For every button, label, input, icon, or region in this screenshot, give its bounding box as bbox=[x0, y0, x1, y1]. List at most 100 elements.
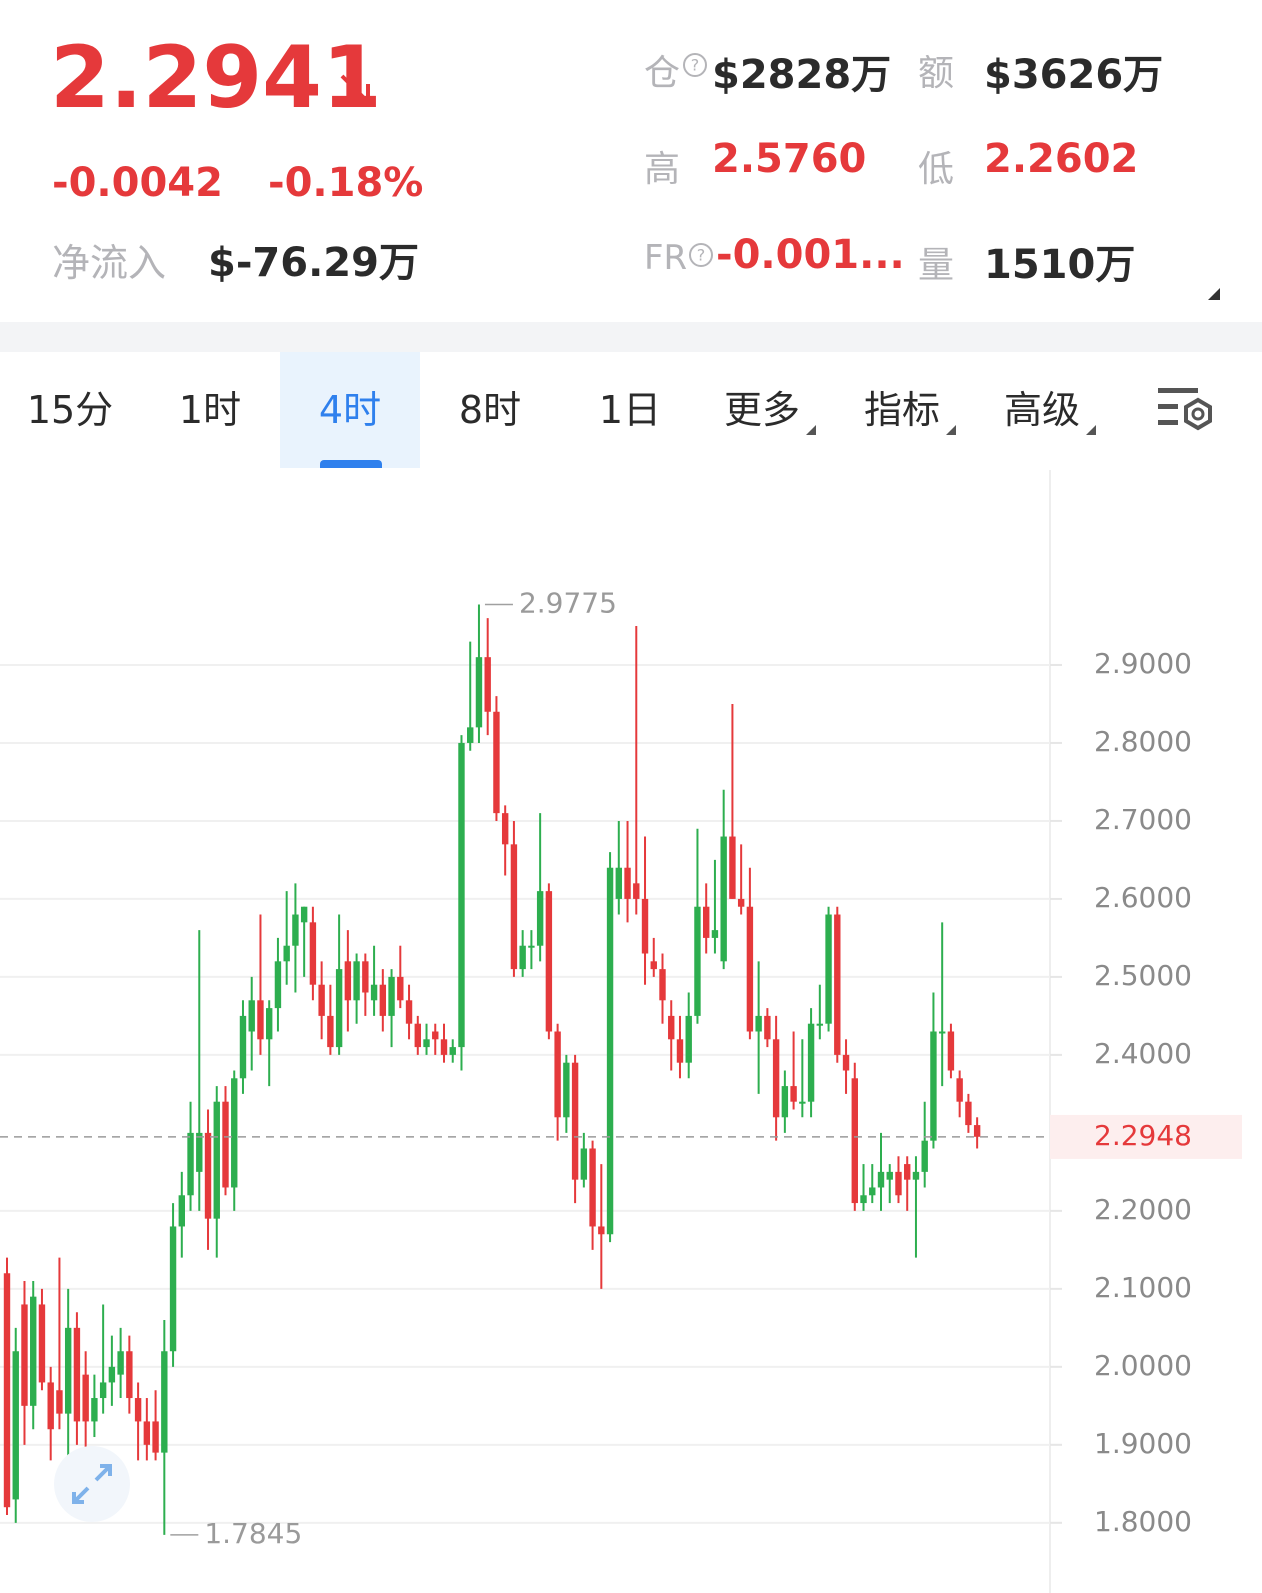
candle-body bbox=[825, 914, 832, 1024]
candle-body bbox=[554, 1031, 561, 1118]
candle-body bbox=[397, 976, 404, 1001]
y-tick-label: 1.9000 bbox=[1094, 1427, 1192, 1460]
candle-body bbox=[56, 1390, 63, 1414]
candle-body bbox=[204, 1132, 212, 1219]
candle-body bbox=[64, 1327, 72, 1414]
open-interest-label: 仓 bbox=[644, 53, 681, 94]
tab[interactable]: 1日 bbox=[598, 388, 662, 432]
y-tick-label: 2.2000 bbox=[1094, 1193, 1192, 1226]
candle-body bbox=[703, 906, 710, 938]
fullscreen-button[interactable] bbox=[52, 1444, 132, 1524]
candle-body bbox=[633, 883, 640, 899]
min-marker-label: 1.7845 bbox=[204, 1517, 302, 1550]
y-tick-label: 2.1000 bbox=[1094, 1271, 1192, 1304]
candle-body bbox=[353, 961, 360, 1001]
candle-body bbox=[510, 844, 518, 970]
volume: 1510万 bbox=[984, 242, 1136, 288]
last-price-tag bbox=[1050, 1114, 1242, 1159]
candle-body bbox=[772, 1039, 780, 1118]
dropdown-caret bbox=[806, 425, 816, 435]
svg-text:?: ? bbox=[691, 56, 700, 75]
candle-body bbox=[108, 1366, 116, 1383]
net-inflow: $-76.29万 bbox=[208, 240, 419, 286]
candle-body bbox=[973, 1125, 981, 1137]
candle-body bbox=[519, 945, 526, 970]
tab[interactable]: 8时 bbox=[458, 388, 522, 432]
candle-body bbox=[869, 1187, 876, 1196]
candle-body bbox=[589, 1148, 596, 1227]
candle-body bbox=[388, 976, 395, 1016]
candle-body bbox=[501, 813, 509, 845]
candle-body bbox=[807, 1023, 815, 1102]
candle-body bbox=[73, 1327, 81, 1422]
candle-body bbox=[266, 1008, 273, 1040]
candle-body bbox=[370, 984, 378, 1001]
candle-body bbox=[152, 1421, 159, 1453]
candle-body bbox=[257, 1000, 264, 1040]
candle-body bbox=[47, 1382, 54, 1430]
help-icon[interactable]: ? bbox=[688, 242, 714, 268]
candle-body bbox=[877, 1171, 885, 1188]
chart-settings-icon[interactable] bbox=[1156, 386, 1216, 434]
candle-body bbox=[484, 657, 491, 712]
tab[interactable]: 4时 bbox=[280, 352, 420, 468]
candle-body bbox=[781, 1086, 789, 1118]
candle-body bbox=[641, 898, 649, 954]
tab[interactable]: 指标 bbox=[840, 352, 980, 468]
candle-body bbox=[213, 1101, 220, 1219]
candle-body bbox=[327, 1015, 334, 1048]
candle-body bbox=[947, 1031, 955, 1071]
y-tick-label: 2.0000 bbox=[1094, 1349, 1192, 1382]
candle-body bbox=[938, 1031, 946, 1034]
tab[interactable]: 15分 bbox=[26, 388, 114, 432]
candle-body bbox=[842, 1054, 850, 1071]
candle-body bbox=[851, 1078, 858, 1204]
candle-body bbox=[720, 836, 727, 962]
tab[interactable]: 更多 bbox=[700, 352, 840, 468]
turnover-label: 额 bbox=[918, 53, 955, 94]
low-label: 低 bbox=[918, 149, 955, 190]
tab[interactable]: 高级 bbox=[980, 352, 1120, 468]
open-interest: $2828万 bbox=[712, 52, 892, 98]
candle-body bbox=[239, 1015, 247, 1079]
candle-body bbox=[362, 961, 369, 993]
y-tick-label: 2.4000 bbox=[1094, 1037, 1192, 1070]
candle-body bbox=[274, 961, 282, 1009]
low: 2.2602 bbox=[984, 136, 1139, 182]
candle-body bbox=[895, 1171, 902, 1196]
candle-body bbox=[598, 1226, 605, 1235]
last-price: 2.2941 bbox=[50, 28, 382, 128]
candle-body bbox=[432, 1031, 439, 1040]
candle-body bbox=[685, 1015, 692, 1063]
candle-body bbox=[668, 1015, 675, 1040]
help-icon[interactable]: ? bbox=[682, 52, 708, 78]
candle-body bbox=[536, 891, 544, 946]
candle-body bbox=[834, 914, 841, 1055]
candle-body bbox=[99, 1382, 107, 1399]
candle-body bbox=[143, 1421, 151, 1445]
tab[interactable]: 1时 bbox=[178, 388, 242, 432]
candle-body bbox=[659, 969, 666, 1001]
svg-text:?: ? bbox=[697, 246, 706, 265]
candle-body bbox=[405, 1000, 413, 1024]
candle-body bbox=[12, 1351, 19, 1500]
candle-body bbox=[711, 930, 719, 938]
candle-body bbox=[82, 1374, 89, 1422]
candle-body bbox=[134, 1398, 142, 1422]
candle-body bbox=[493, 711, 500, 814]
candle-body bbox=[860, 1195, 867, 1204]
candle-body bbox=[912, 1171, 920, 1180]
candle-body bbox=[169, 1226, 177, 1352]
candle-body bbox=[440, 1039, 448, 1055]
candle-body bbox=[300, 906, 308, 923]
price-change: -0.0042 bbox=[52, 160, 223, 206]
expand-corner[interactable] bbox=[1206, 286, 1222, 302]
divider bbox=[0, 322, 1262, 352]
candle-body bbox=[231, 1078, 238, 1188]
candle-body bbox=[161, 1351, 168, 1453]
net-inflow-label: 净流入 bbox=[52, 241, 167, 285]
candle-body bbox=[423, 1039, 430, 1048]
candle-body bbox=[475, 657, 483, 728]
candle-body bbox=[886, 1171, 893, 1180]
candle-body bbox=[615, 867, 622, 899]
